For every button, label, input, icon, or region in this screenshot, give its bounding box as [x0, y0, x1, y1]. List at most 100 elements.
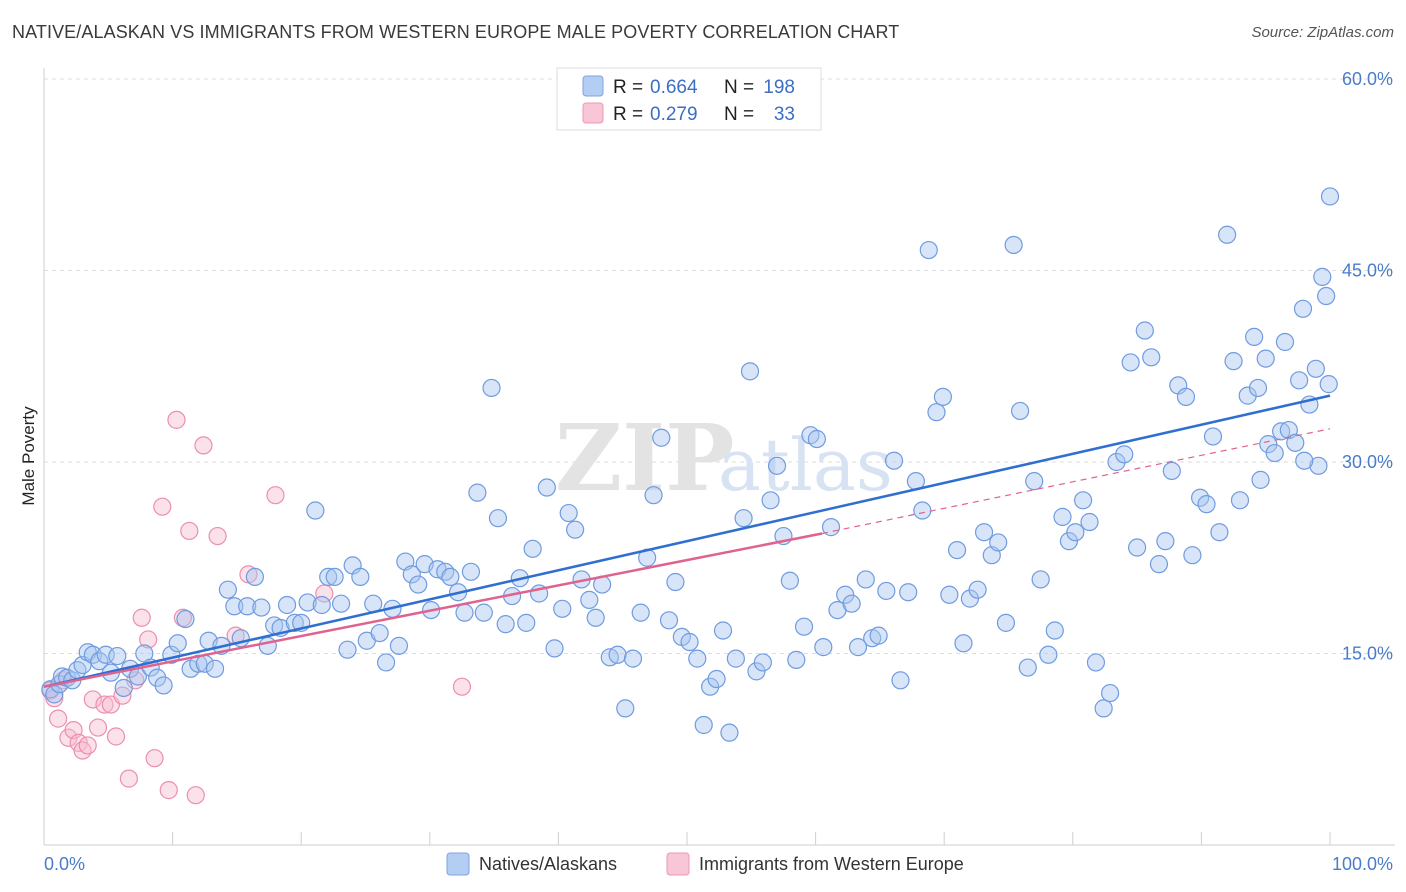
natives-point-23	[176, 609, 195, 629]
natives-point-133	[919, 240, 938, 260]
immigrants-point-21	[159, 781, 178, 800]
series-legend-swatch-natives	[446, 852, 470, 876]
natives-point-181	[1251, 470, 1270, 489]
natives-point-150	[1039, 645, 1058, 664]
watermark-atlas: atlas	[718, 423, 893, 507]
natives-point-46	[325, 567, 344, 587]
natives-point-107	[740, 362, 760, 381]
natives-point-129	[891, 671, 910, 690]
natives-point-175	[1210, 523, 1229, 542]
natives-point-155	[1073, 491, 1093, 510]
immigrants-point-24	[180, 521, 199, 541]
immigrants-point-30	[266, 486, 285, 505]
natives-point-113	[780, 571, 799, 590]
legend-r-label-natives: R =	[613, 77, 643, 98]
natives-point-136	[940, 585, 959, 604]
natives-point-54	[376, 653, 396, 672]
natives-point-157	[1086, 653, 1106, 672]
natives-point-82	[566, 520, 585, 539]
immigrants-point-11	[95, 695, 114, 714]
axes	[43, 68, 1395, 846]
x-tick-label-min: 0.0%	[44, 854, 85, 874]
natives-point-132	[913, 501, 932, 520]
natives-point-70	[482, 378, 501, 398]
series-legend-label-natives: Natives/Alaskans	[479, 854, 617, 874]
natives-point-98	[680, 632, 699, 652]
immigrants-point-26	[194, 436, 213, 455]
immigrants-trend-line-extended	[821, 428, 1331, 535]
natives-point-186	[1286, 433, 1305, 452]
natives-point-114	[787, 650, 806, 669]
natives-point-195	[1295, 451, 1314, 470]
natives-point-11	[96, 645, 115, 664]
natives-point-68	[468, 483, 487, 502]
immigrants-point-10	[88, 718, 108, 737]
natives-point-88	[608, 645, 627, 664]
chart-title: NATIVE/ALASKAN VS IMMIGRANTS FROM WESTER…	[12, 22, 900, 42]
natives-point-152	[1053, 507, 1072, 526]
immigrants-point-9	[83, 690, 102, 709]
natives-point-48	[338, 640, 357, 659]
natives-point-135	[933, 387, 953, 406]
series-legend: Natives/Alaskans Immigrants from Western…	[446, 852, 964, 876]
natives-point-141	[974, 523, 994, 542]
natives-point-39	[277, 595, 297, 615]
natives-point-53	[370, 623, 389, 643]
natives-point-59	[409, 575, 428, 594]
immigrants-point-17	[132, 608, 151, 627]
natives-point-96	[666, 572, 685, 592]
natives-point-79	[545, 639, 564, 658]
natives-point-173	[1197, 495, 1216, 514]
natives-point-108	[747, 662, 766, 681]
legend-r-value-immigrants: 0.279	[650, 104, 698, 125]
natives-point-187	[1293, 299, 1313, 318]
natives-point-63	[436, 562, 455, 581]
natives-point-184	[1272, 422, 1291, 441]
natives-point-167	[1156, 532, 1175, 551]
natives-point-159	[1100, 683, 1120, 703]
natives-point-138	[954, 634, 973, 653]
natives-point-66	[455, 603, 474, 622]
natives-point-121	[836, 585, 855, 604]
natives-point-134	[927, 403, 946, 422]
trend-lines	[43, 394, 1331, 688]
natives-point-99	[688, 649, 707, 668]
natives-point-165	[1142, 348, 1161, 367]
natives-trend-line	[43, 394, 1331, 688]
immigrants-point-8	[78, 736, 97, 755]
immigrants-point-15	[119, 769, 138, 788]
y-tick-label-30: 30.0%	[1342, 452, 1393, 472]
natives-point-144	[996, 613, 1016, 632]
legend-n-label-immigrants: N =	[724, 104, 754, 125]
natives-point-34	[245, 567, 265, 587]
natives-point-110	[761, 491, 780, 510]
immigrants-point-25	[186, 786, 205, 805]
natives-point-164	[1135, 321, 1154, 340]
natives-point-72	[496, 615, 515, 634]
natives-point-126	[869, 626, 888, 645]
natives-point-161	[1115, 445, 1134, 464]
natives-point-182	[1259, 435, 1278, 454]
natives-point-105	[726, 649, 745, 668]
natives-point-90	[623, 649, 643, 668]
natives-point-13	[108, 646, 127, 666]
y-tick-label-45: 45.0%	[1342, 261, 1393, 281]
legend-swatch-natives	[582, 75, 604, 97]
natives-point-80	[553, 599, 572, 618]
natives-point-176	[1218, 225, 1237, 244]
natives-point-95	[659, 611, 679, 630]
immigrants-point-13	[106, 727, 126, 746]
natives-point-118	[814, 638, 833, 657]
natives-point-75	[517, 613, 536, 632]
natives-point-180	[1245, 327, 1264, 346]
natives-point-43	[306, 501, 325, 520]
chart-source: Source: ZipAtlas.com	[1251, 24, 1394, 41]
natives-point-106	[734, 509, 753, 528]
natives-point-166	[1149, 555, 1169, 574]
natives-point-45	[319, 567, 338, 587]
series-legend-label-immigrants: Immigrants from Western Europe	[699, 854, 964, 874]
natives-point-192	[1320, 187, 1340, 206]
legend-n-value-immigrants: 33	[774, 104, 795, 125]
natives-point-58	[402, 565, 421, 584]
